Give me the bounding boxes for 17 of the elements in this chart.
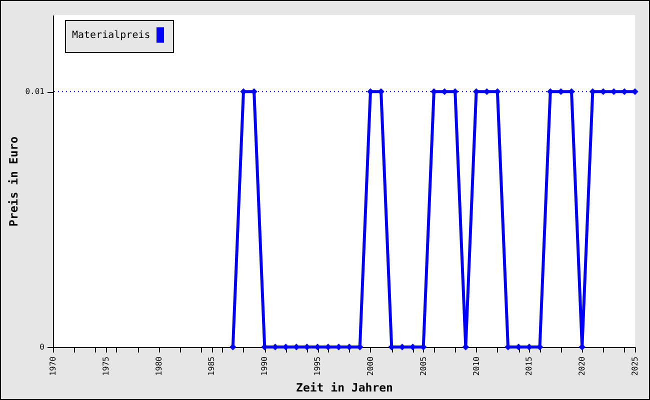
x-tick-label: 1975 [101,356,110,376]
x-tick-label: 1985 [207,356,216,376]
x-axis-title: Zeit in Jahren [296,380,394,394]
x-tick-label: 2020 [578,356,587,376]
x-tick-label: 1995 [313,356,322,376]
x-tick-label: 2010 [472,356,481,376]
x-tick-label: 1970 [48,356,58,376]
y-tick-label: 0 [40,342,45,352]
x-tick-label: 2025 [630,356,640,376]
x-tick-label: 2000 [366,356,375,376]
legend-label: Materialpreis [72,30,150,41]
x-tick-label: 2005 [418,356,428,376]
y-axis-title: Preis in Euro [6,136,20,227]
x-tick-label: 1980 [154,356,164,376]
x-tick-label: 1990 [260,356,270,376]
x-tick-label: 2015 [524,356,534,376]
y-tick-label: 0.01 [25,87,45,96]
